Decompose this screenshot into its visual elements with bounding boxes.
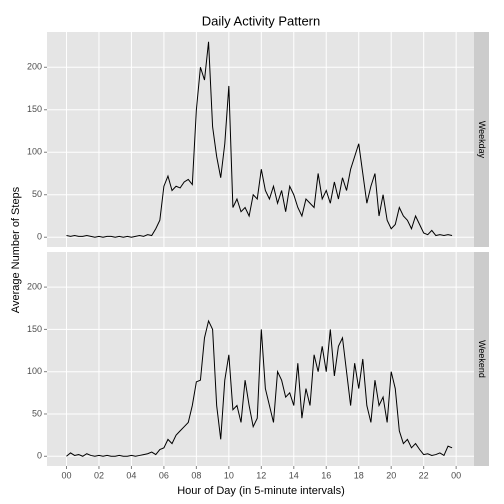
panel-background	[47, 252, 474, 466]
y-tick-label: 50	[32, 408, 42, 418]
x-tick-label: 00	[451, 470, 461, 480]
x-tick-label: 12	[256, 470, 266, 480]
y-tick-label: 150	[27, 104, 42, 114]
facet-strip	[474, 252, 489, 466]
x-tick-label: 00	[61, 470, 71, 480]
y-tick-label: 100	[27, 366, 42, 376]
facet-label: Weekend	[477, 340, 487, 378]
y-tick-label: 100	[27, 147, 42, 157]
x-tick-label: 06	[159, 470, 169, 480]
x-tick-label: 16	[321, 470, 331, 480]
y-tick-label: 200	[27, 62, 42, 72]
y-tick-label: 150	[27, 324, 42, 334]
x-tick-label: 10	[224, 470, 234, 480]
y-tick-label: 0	[37, 451, 42, 461]
x-axis-label: Hour of Day (in 5-minute intervals)	[177, 485, 345, 497]
facet-strip	[474, 32, 489, 247]
facet-label: Weekday	[477, 121, 487, 159]
y-axis-label: Average Number of Steps	[10, 186, 22, 313]
panel-background	[47, 32, 474, 247]
chart-title: Daily Activity Pattern	[202, 13, 321, 28]
x-tick-label: 14	[289, 470, 299, 480]
x-tick-label: 04	[126, 470, 136, 480]
x-tick-label: 20	[386, 470, 396, 480]
x-tick-label: 18	[354, 470, 364, 480]
x-tick-label: 08	[191, 470, 201, 480]
y-tick-label: 200	[27, 281, 42, 291]
line	[66, 319, 453, 457]
x-tick-label: 02	[94, 470, 104, 480]
x-tick-label: 22	[419, 470, 429, 480]
line	[66, 41, 453, 238]
y-tick-label: 0	[37, 232, 42, 242]
y-tick-label: 50	[32, 189, 42, 199]
